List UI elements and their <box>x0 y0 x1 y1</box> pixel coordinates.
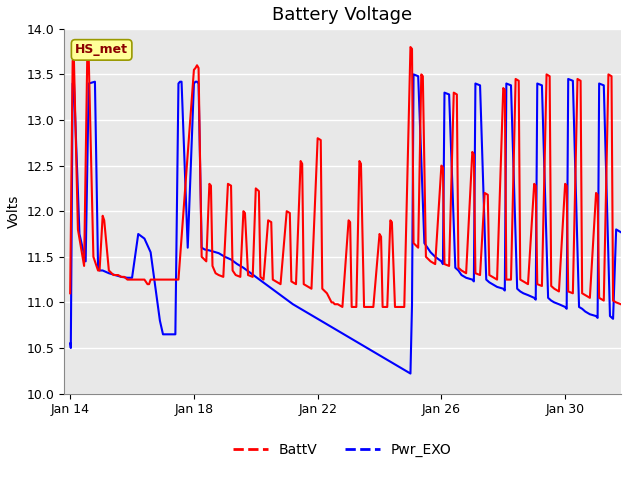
Legend: BattV, Pwr_EXO: BattV, Pwr_EXO <box>227 437 458 462</box>
Y-axis label: Volts: Volts <box>7 194 21 228</box>
Text: HS_met: HS_met <box>75 43 128 56</box>
Title: Battery Voltage: Battery Voltage <box>273 6 412 24</box>
